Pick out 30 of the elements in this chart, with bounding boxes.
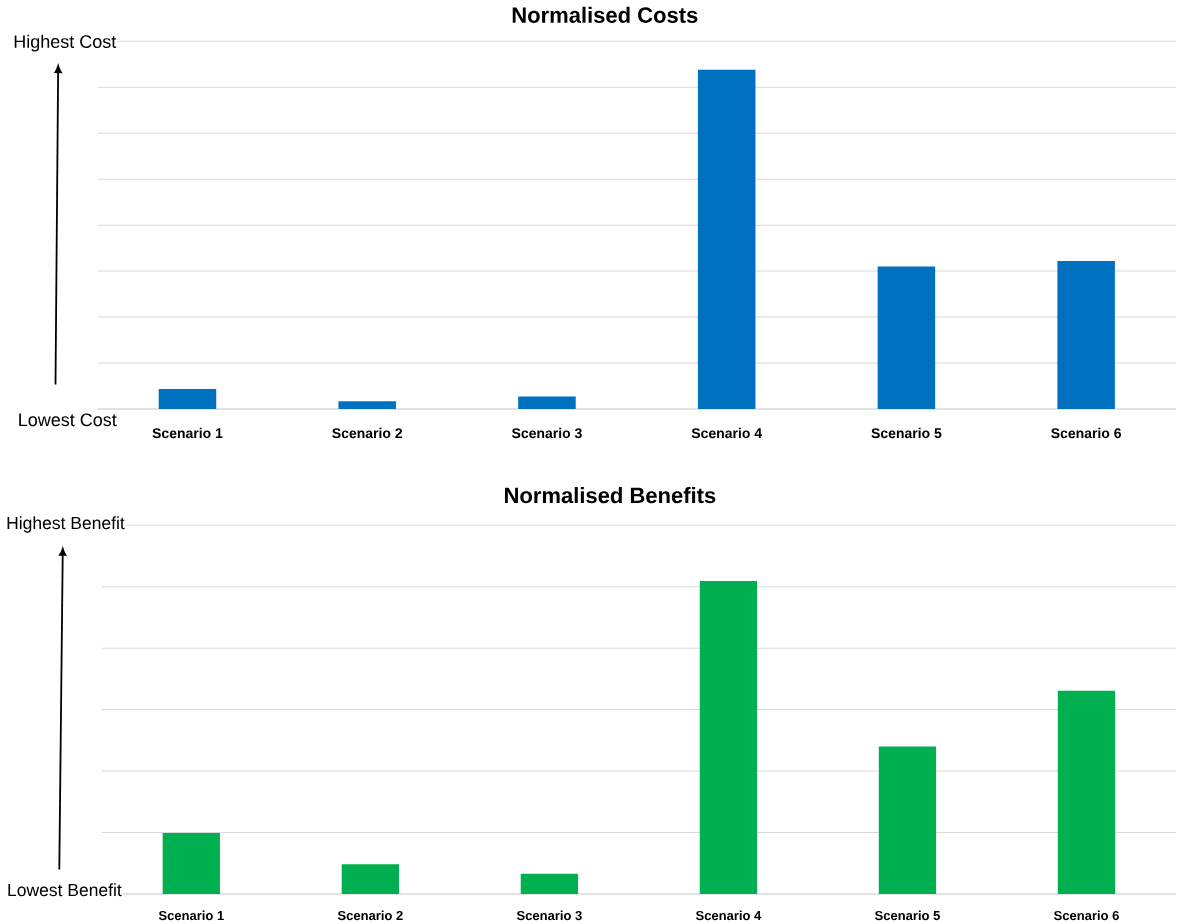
- x-tick-label: Scenario 1: [152, 427, 223, 439]
- chart-title: Normalised Costs: [512, 6, 698, 23]
- chart-title: Normalised Benefits: [505, 487, 716, 504]
- x-tick-label: Scenario 3: [516, 910, 582, 921]
- x-tick-label: Scenario 2: [332, 427, 403, 439]
- x-tick-label: Scenario 6: [1051, 427, 1122, 439]
- x-tick-label: Scenario 6: [1053, 910, 1119, 921]
- bar: [158, 388, 217, 409]
- x-tick-label: Scenario 4: [695, 910, 762, 921]
- bar: [518, 396, 576, 409]
- text: Highest Cost: [14, 34, 117, 52]
- bar: [878, 746, 937, 894]
- bar: [1057, 261, 1115, 409]
- x-tick-label: Scenario 5: [874, 910, 940, 921]
- bar: [1057, 690, 1116, 894]
- bar: [877, 266, 936, 409]
- bar: [699, 580, 758, 894]
- x-tick-label: Scenario 5: [871, 427, 942, 439]
- x-tick-label: Scenario 1: [158, 910, 224, 921]
- text: Lowest Cost: [19, 413, 117, 427]
- bar: [162, 832, 220, 894]
- bar: [697, 69, 756, 409]
- text: Highest Benefit: [7, 516, 125, 533]
- x-tick-label: Scenario 2: [337, 910, 403, 921]
- bar: [338, 401, 396, 409]
- bar: [520, 873, 579, 894]
- annotation: Lowest Benefit: [8, 883, 122, 897]
- x-tick-label: Scenario 4: [691, 427, 762, 439]
- bar: [341, 864, 399, 894]
- x-tick-label: Scenario 3: [511, 427, 582, 439]
